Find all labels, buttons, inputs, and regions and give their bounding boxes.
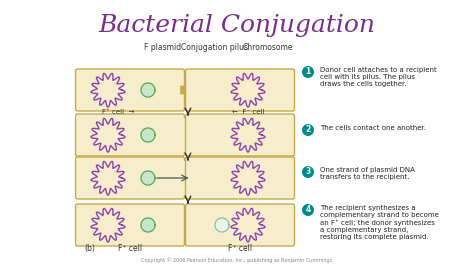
- FancyBboxPatch shape: [185, 204, 294, 246]
- Text: ←  F⁻ cell: ← F⁻ cell: [232, 109, 264, 115]
- Circle shape: [302, 166, 314, 178]
- FancyBboxPatch shape: [185, 69, 294, 111]
- Text: The cells contact one another.: The cells contact one another.: [320, 125, 426, 131]
- FancyBboxPatch shape: [181, 86, 190, 94]
- Polygon shape: [141, 171, 155, 185]
- Text: 1: 1: [305, 68, 310, 77]
- Polygon shape: [141, 83, 155, 97]
- Text: F⁺ cell  →: F⁺ cell →: [102, 109, 134, 115]
- Circle shape: [302, 124, 314, 136]
- FancyBboxPatch shape: [180, 118, 191, 152]
- FancyBboxPatch shape: [75, 114, 184, 156]
- Text: (b): (b): [84, 244, 95, 253]
- FancyBboxPatch shape: [185, 114, 294, 156]
- Polygon shape: [141, 218, 155, 232]
- FancyBboxPatch shape: [75, 69, 184, 111]
- Text: The recipient synthesizes a
complementary strand to become
an F⁺ cell; the donor: The recipient synthesizes a complementar…: [320, 205, 439, 240]
- Polygon shape: [215, 218, 229, 232]
- Text: Chromosome: Chromosome: [243, 43, 293, 52]
- Text: Copyright © 2006 Pearson Education, Inc., publishing as Benjamin Cummings.: Copyright © 2006 Pearson Education, Inc.…: [141, 257, 333, 263]
- Text: Conjugation pilus: Conjugation pilus: [182, 43, 248, 52]
- Polygon shape: [141, 128, 155, 142]
- Circle shape: [302, 66, 314, 78]
- Circle shape: [302, 204, 314, 216]
- FancyBboxPatch shape: [75, 157, 184, 199]
- Text: F plasmid: F plasmid: [145, 43, 182, 52]
- Text: One strand of plasmid DNA
transfers to the recipient.: One strand of plasmid DNA transfers to t…: [320, 167, 415, 180]
- Text: Bacterial Conjugation: Bacterial Conjugation: [99, 14, 375, 37]
- Text: F⁺ cell: F⁺ cell: [228, 244, 252, 253]
- Text: 2: 2: [305, 126, 310, 135]
- Text: Donor cell attaches to a recipient
cell with its pilus. The pilus
draws the cell: Donor cell attaches to a recipient cell …: [320, 67, 437, 87]
- FancyBboxPatch shape: [185, 157, 294, 199]
- FancyBboxPatch shape: [180, 161, 191, 195]
- Text: 4: 4: [305, 206, 310, 214]
- Text: F⁺ cell: F⁺ cell: [118, 244, 142, 253]
- Text: 3: 3: [305, 168, 310, 177]
- FancyBboxPatch shape: [75, 204, 184, 246]
